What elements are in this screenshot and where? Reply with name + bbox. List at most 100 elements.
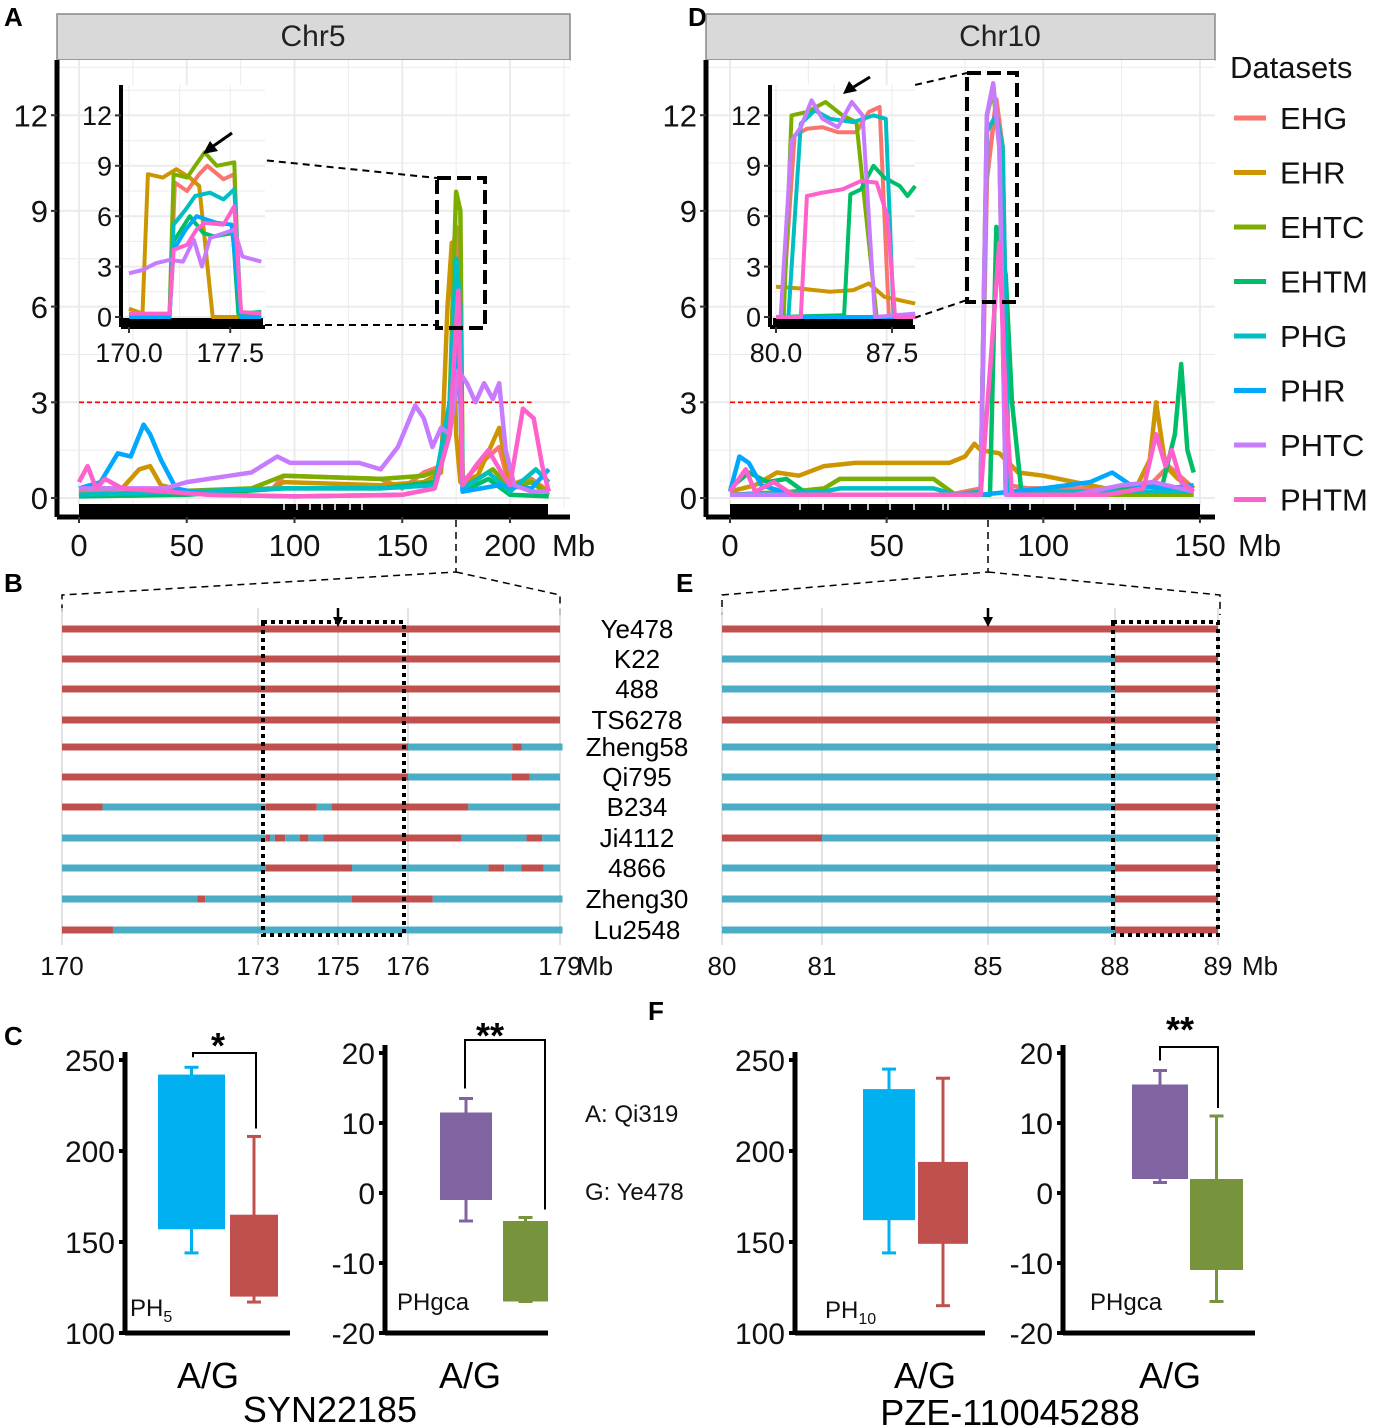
facet-title-chr5: Chr5 bbox=[280, 20, 345, 53]
marker-density-rug bbox=[730, 504, 1200, 515]
boxplot-c-phgca: 20 10 0 -10 -20 PHgca A/G ** bbox=[332, 1015, 548, 1396]
arrow-icon bbox=[203, 131, 233, 154]
x-axis-label: A/G bbox=[1139, 1355, 1201, 1396]
significance-bracket bbox=[192, 1052, 257, 1129]
legend-title: Datasets bbox=[1230, 50, 1352, 85]
x-tick-label: 176 bbox=[386, 951, 429, 981]
trait-name: PHgca bbox=[397, 1289, 470, 1316]
box-allele-a bbox=[863, 1089, 915, 1221]
y-tick-label: 250 bbox=[735, 1045, 785, 1078]
boxplot-f-ph10: 250 200 150 100 PH10 A/G bbox=[735, 1045, 985, 1396]
y-tick-label: 6 bbox=[680, 290, 697, 325]
box-allele-a bbox=[1132, 1084, 1188, 1179]
significance-stars: * bbox=[211, 1025, 225, 1066]
y-tick-label: 12 bbox=[82, 101, 112, 131]
y-tick-label: -10 bbox=[1010, 1248, 1053, 1281]
trait-label: PHgca bbox=[397, 1289, 470, 1316]
significance-bracket bbox=[1159, 1046, 1219, 1108]
panel-letter-c: C bbox=[4, 1021, 23, 1051]
panel-letter-b: B bbox=[4, 568, 23, 598]
x-tick-label: 179 bbox=[538, 951, 581, 981]
x-tick-label: 81 bbox=[808, 951, 837, 981]
x-tick-label: 88 bbox=[1101, 951, 1130, 981]
x-tick-label: 170.0 bbox=[95, 338, 163, 368]
arrow-head bbox=[333, 617, 343, 627]
y-tick-label: 6 bbox=[746, 202, 761, 232]
facet-strip-chr5 bbox=[56, 13, 571, 61]
line-name-label: Ye478 bbox=[601, 614, 674, 644]
series-line-phtm bbox=[77, 288, 551, 499]
y-tick-label: -20 bbox=[332, 1318, 375, 1351]
series-line-ehtm bbox=[775, 163, 917, 319]
box-allele-a bbox=[158, 1074, 225, 1230]
x-tick-label: 87.5 bbox=[866, 338, 919, 368]
legend-label: EHTC bbox=[1280, 210, 1364, 245]
line-name-label: 488 bbox=[615, 674, 658, 704]
x-tick-label: 173 bbox=[236, 951, 279, 981]
panel-letter-d: D bbox=[688, 2, 707, 32]
trait-name: PH bbox=[825, 1297, 858, 1324]
legend-label: EHR bbox=[1280, 156, 1345, 191]
x-tick-label: 175 bbox=[316, 951, 359, 981]
panel-letter-f: F bbox=[648, 996, 664, 1026]
series-line-ehr bbox=[79, 240, 550, 494]
x-axis-label: A/G bbox=[894, 1355, 956, 1396]
allele-key-a: A: Qi319 bbox=[585, 1101, 678, 1128]
panel-letter-e: E bbox=[676, 568, 693, 598]
line-name-label: Zheng58 bbox=[586, 732, 689, 762]
haplotype-panel-chr10: 80 81 85 88 89 Mb bbox=[708, 608, 1278, 981]
box-allele-g bbox=[918, 1161, 968, 1244]
y-tick-label: 9 bbox=[97, 152, 112, 182]
y-tick-label: 0 bbox=[1036, 1178, 1053, 1211]
significance-stars: ** bbox=[1166, 1009, 1194, 1050]
facet-title-chr10: Chr10 bbox=[959, 20, 1041, 53]
x-axis-unit: Mb bbox=[1242, 951, 1278, 981]
y-tick-label: -10 bbox=[332, 1248, 375, 1281]
line-name-label: TS6278 bbox=[591, 705, 682, 735]
y-tick-label: 10 bbox=[342, 1108, 375, 1141]
trait-label: PH5 bbox=[130, 1295, 172, 1326]
legend-label: PHR bbox=[1280, 374, 1345, 409]
trait-name: PHgca bbox=[1090, 1289, 1163, 1316]
y-tick-label: 10 bbox=[1020, 1108, 1053, 1141]
y-tick-label: 20 bbox=[1020, 1038, 1053, 1071]
trait-subscript: 5 bbox=[163, 1309, 172, 1326]
box-allele-a bbox=[440, 1112, 492, 1200]
x-tick-label: 150 bbox=[1174, 528, 1226, 563]
y-tick-label: 12 bbox=[731, 101, 761, 131]
series-line-phtc bbox=[79, 368, 549, 494]
x-tick-label: 0 bbox=[70, 528, 87, 563]
y-tick-label: 3 bbox=[746, 252, 761, 282]
significance-stars: ** bbox=[476, 1015, 504, 1056]
y-tick-label: 150 bbox=[65, 1227, 115, 1260]
box-allele-g bbox=[230, 1214, 278, 1297]
x-tick-label: 50 bbox=[170, 528, 204, 563]
arrow-icon bbox=[843, 75, 871, 94]
trait-label: PHgca bbox=[1090, 1289, 1163, 1316]
x-tick-label: 200 bbox=[484, 528, 536, 563]
y-tick-label: 6 bbox=[97, 202, 112, 232]
x-tick-label: 100 bbox=[269, 528, 321, 563]
x-tick-label: 80 bbox=[708, 951, 737, 981]
marker-name-c: SYN22185 bbox=[243, 1389, 417, 1428]
y-tick-label: 150 bbox=[735, 1227, 785, 1260]
y-tick-label: -20 bbox=[1010, 1318, 1053, 1351]
y-tick-label: 6 bbox=[31, 290, 48, 325]
y-tick-label: 250 bbox=[65, 1045, 115, 1078]
box-allele-g bbox=[1190, 1179, 1243, 1270]
legend: Datasets EHG EHR EHTC EHTM PHG PHR PHTC PHTM bbox=[1230, 50, 1368, 518]
zoom-connectors bbox=[61, 71, 1221, 615]
y-tick-label: 0 bbox=[358, 1178, 375, 1211]
line-name-label: K22 bbox=[614, 644, 660, 674]
line-name-label: Qi795 bbox=[602, 762, 671, 792]
highlight-region-box bbox=[261, 620, 406, 937]
line-name-label: Zheng30 bbox=[586, 884, 689, 914]
y-tick-label: 100 bbox=[65, 1318, 115, 1351]
x-tick-label: 85 bbox=[974, 951, 1003, 981]
x-axis-unit: Mb bbox=[552, 528, 595, 563]
legend-label: PHTM bbox=[1280, 483, 1368, 518]
